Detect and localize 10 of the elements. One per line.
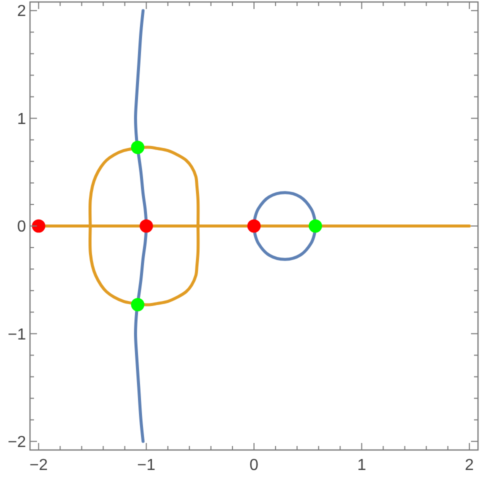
x-tick-label: 2 <box>464 457 474 474</box>
x-tick-label: 1 <box>357 457 366 474</box>
x-tick-label: −2 <box>29 457 48 474</box>
y-tick-label: −1 <box>8 326 26 344</box>
y-tick-label: 1 <box>17 110 26 128</box>
x-tick-label: 0 <box>250 457 259 474</box>
y-tick-label: −2 <box>8 434 26 451</box>
y-tick-label: 0 <box>17 218 26 236</box>
x-tick-label: −1 <box>137 457 156 474</box>
y-tick-label: 2 <box>17 3 26 20</box>
